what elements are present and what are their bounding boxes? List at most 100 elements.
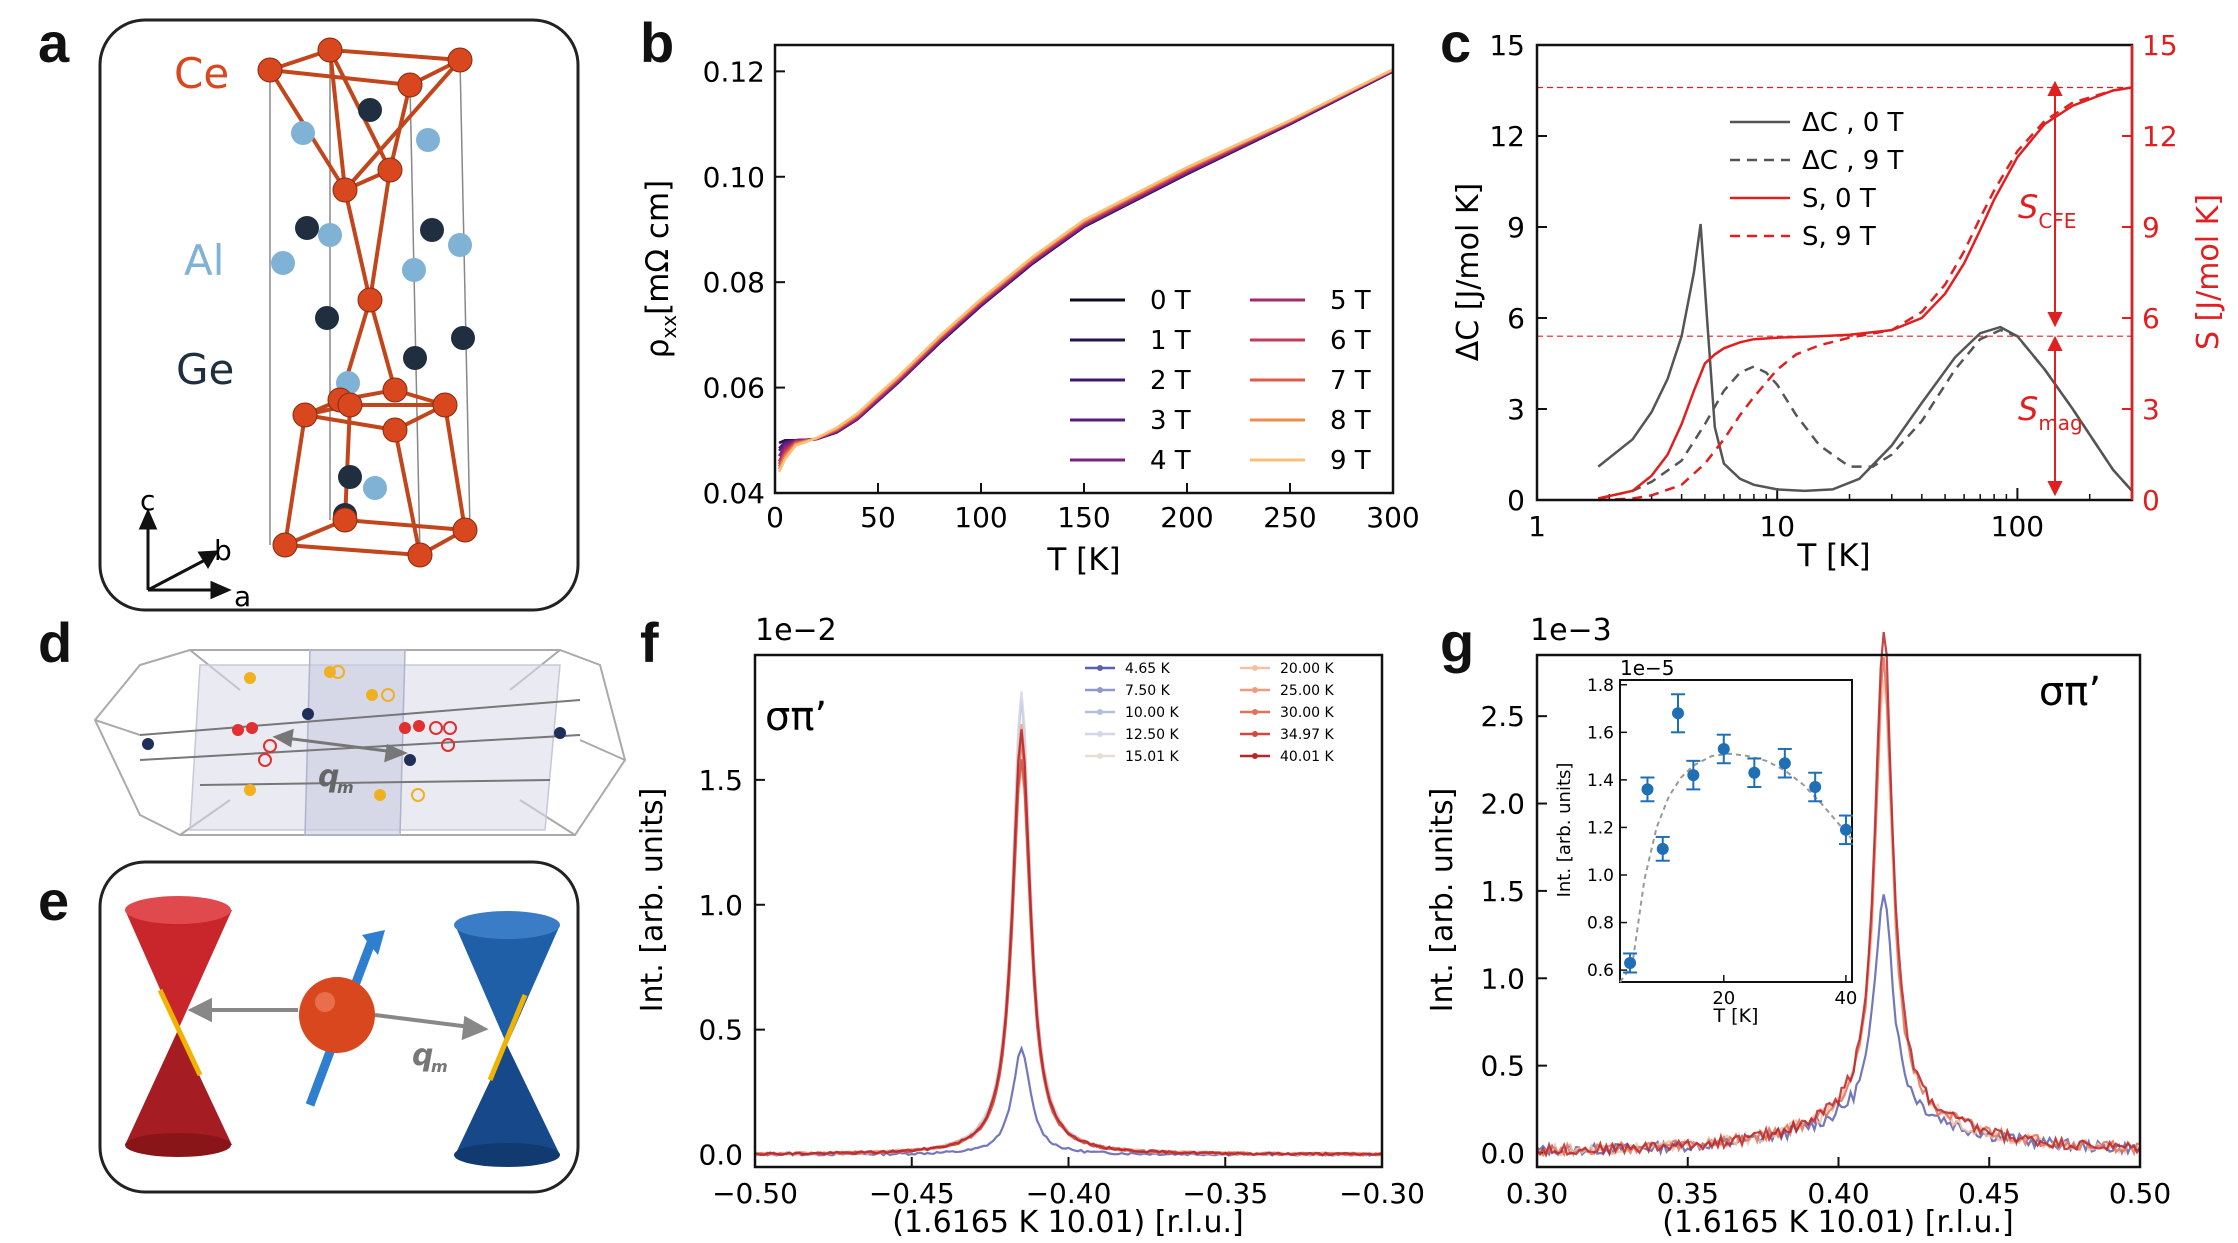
label-al: Al <box>184 236 224 285</box>
inset-data-point <box>1839 823 1852 836</box>
y-tick-label: 0.0 <box>1480 1137 1525 1170</box>
legend-marker <box>1252 753 1258 759</box>
y-tick-label: 0.5 <box>1480 1050 1525 1083</box>
panel-letter-g: g <box>1440 611 1475 674</box>
y-tick-label: 0.06 <box>703 372 765 405</box>
scfe-label: SCFE <box>2018 188 2076 233</box>
entropy-annotation-arrows <box>2047 80 2063 497</box>
series-line <box>778 70 1394 450</box>
legend-marker <box>1097 687 1103 693</box>
legend-label: 8 T <box>1330 406 1371 436</box>
qm-sub-d: m <box>337 778 354 797</box>
axis-label-a: a <box>234 580 251 613</box>
y-tick-label: 0.0 <box>698 1139 743 1172</box>
chart-b: 0 50 100 150 200 250 300 0.04 0.06 0.08 0.10 0.12 T… <box>640 43 1420 578</box>
inset-data-point <box>1656 842 1669 855</box>
legend-marker <box>1252 687 1258 693</box>
qm-vector-d <box>272 728 408 763</box>
inset-data-point <box>1641 783 1654 796</box>
legend-label: 2 T <box>1150 366 1191 396</box>
smag-label-main: S <box>2018 390 2038 428</box>
chart-c-legend: ΔC , 0 T ΔC , 9 T S, 0 T S, 9 T <box>1730 108 1904 252</box>
y-tick-label: 1.0 <box>1480 962 1525 995</box>
y-tick-label: 0.04 <box>703 477 765 510</box>
spin-arrow-right <box>487 994 528 1081</box>
series-line <box>1597 223 2133 493</box>
scfe-label-main: S <box>2018 188 2038 226</box>
series-line <box>754 766 1383 1157</box>
moment-arrow-head <box>362 930 385 955</box>
inset-x-tick-label: 20 <box>1712 988 1735 1009</box>
chart-b-ylabel: ρxx[mΩ cm] <box>640 180 681 359</box>
panel-a-frame <box>98 18 580 612</box>
ce-atom-highlight <box>315 992 335 1012</box>
chart-f-series <box>754 691 1383 1157</box>
y-tick-label: 1.5 <box>1480 875 1525 908</box>
legend-label: 7 T <box>1330 366 1371 396</box>
chart-b-ylabel-rest: [mΩ cm] <box>640 180 676 315</box>
inset-y-tick-label: 1.4 <box>1587 771 1614 791</box>
chart-g-frame <box>1535 653 2142 1169</box>
panel-letter-c: c <box>1440 11 1472 74</box>
inset-fit-curve <box>1619 752 1853 983</box>
ce-atom-e <box>299 977 375 1053</box>
inset-data-point <box>1624 956 1637 969</box>
inset-data-point <box>1748 766 1761 779</box>
right-cone <box>454 911 560 1167</box>
legend-marker <box>1097 665 1103 671</box>
qm-label-d: q <box>318 759 339 794</box>
y-tick-label: 0 <box>1507 484 1525 517</box>
legend-label: 12.50 K <box>1125 727 1180 743</box>
chart-g-inset-ylabel: Int. [arb. units] <box>1554 763 1575 898</box>
legend-label: 34.97 K <box>1280 727 1335 743</box>
inset-data-point <box>1687 769 1700 782</box>
inset-data-point <box>1672 707 1684 720</box>
series-line <box>1598 328 2133 500</box>
ce-atoms <box>257 37 478 568</box>
x-tick-label: 0.35 <box>1657 1177 1719 1210</box>
qm-sub-e: m <box>431 1057 448 1076</box>
legend-label: 6 T <box>1330 326 1371 356</box>
smag-label-sub: mag <box>2038 411 2082 435</box>
x-tick-label: 150 <box>1057 501 1110 534</box>
y-tick-label: 1.5 <box>698 764 743 797</box>
x-tick-label: 200 <box>1160 501 1213 534</box>
smag-label: Smag <box>2018 390 2083 435</box>
inset-x-tick-label: 40 <box>1834 988 1857 1009</box>
chart-f-frame <box>753 653 1384 1169</box>
chart-g-inset-scale-label: 1e−5 <box>1620 656 1675 680</box>
panel-letter-f: f <box>640 611 659 674</box>
legend-label: 30.00 K <box>1280 705 1335 721</box>
chart-g-scale-label: 1e−3 <box>1530 613 1612 648</box>
chart-f-xlabel: (1.6165 K 10.01) [r.l.u.] <box>892 1205 1244 1240</box>
y-right-tick-label: 3 <box>2142 393 2160 426</box>
legend-marker <box>1252 709 1258 715</box>
series-line <box>778 69 1394 457</box>
bz-plane-vertical <box>304 649 406 836</box>
chart-g-inset-ticks: 20 40 0.6 0.8 1.0 1.2 1.4 1.6 1.8 <box>1587 676 1857 1009</box>
qm-vector-e <box>187 997 489 1041</box>
x-tick-label: 0.40 <box>1807 1177 1869 1210</box>
y-tick-label: 15 <box>1489 29 1525 62</box>
y-tick-label: 2.0 <box>1480 788 1525 821</box>
legend-label: 3 T <box>1150 406 1191 436</box>
series-line <box>778 69 1394 452</box>
inset-y-tick-label: 1.8 <box>1587 676 1614 696</box>
left-cone <box>125 896 232 1157</box>
chart-c-ticks: 1 10 100 0 3 6 9 12 15 0 3 6 9 12 15 <box>1489 29 2177 543</box>
series-line <box>777 68 1394 473</box>
x-tick-label: −0.35 <box>1182 1177 1268 1210</box>
panel-letter-b: b <box>640 11 675 74</box>
panel-e-frame <box>98 860 580 1194</box>
chart-g-xlabel: (1.6165 K 10.01) [r.l.u.] <box>1662 1205 2014 1240</box>
x-tick-label: −0.30 <box>1339 1177 1425 1210</box>
axis-label-c: c <box>140 484 155 517</box>
legend-label: 0 T <box>1150 286 1191 316</box>
inset-y-tick-label: 0.8 <box>1587 914 1614 934</box>
chart-f-legend: 4.65 K 7.50 K 10.00 K 12.50 K 15.01 K 20.00 K… <box>1085 661 1335 765</box>
legend-label: 7.50 K <box>1125 683 1171 699</box>
panel-a-crystal-structure: Ce Al Ge <box>98 18 580 613</box>
panel-d-brillouin-zone: q m <box>93 649 627 836</box>
x-tick-label: 0.45 <box>1958 1177 2020 1210</box>
y-tick-label: 0.12 <box>703 55 765 88</box>
